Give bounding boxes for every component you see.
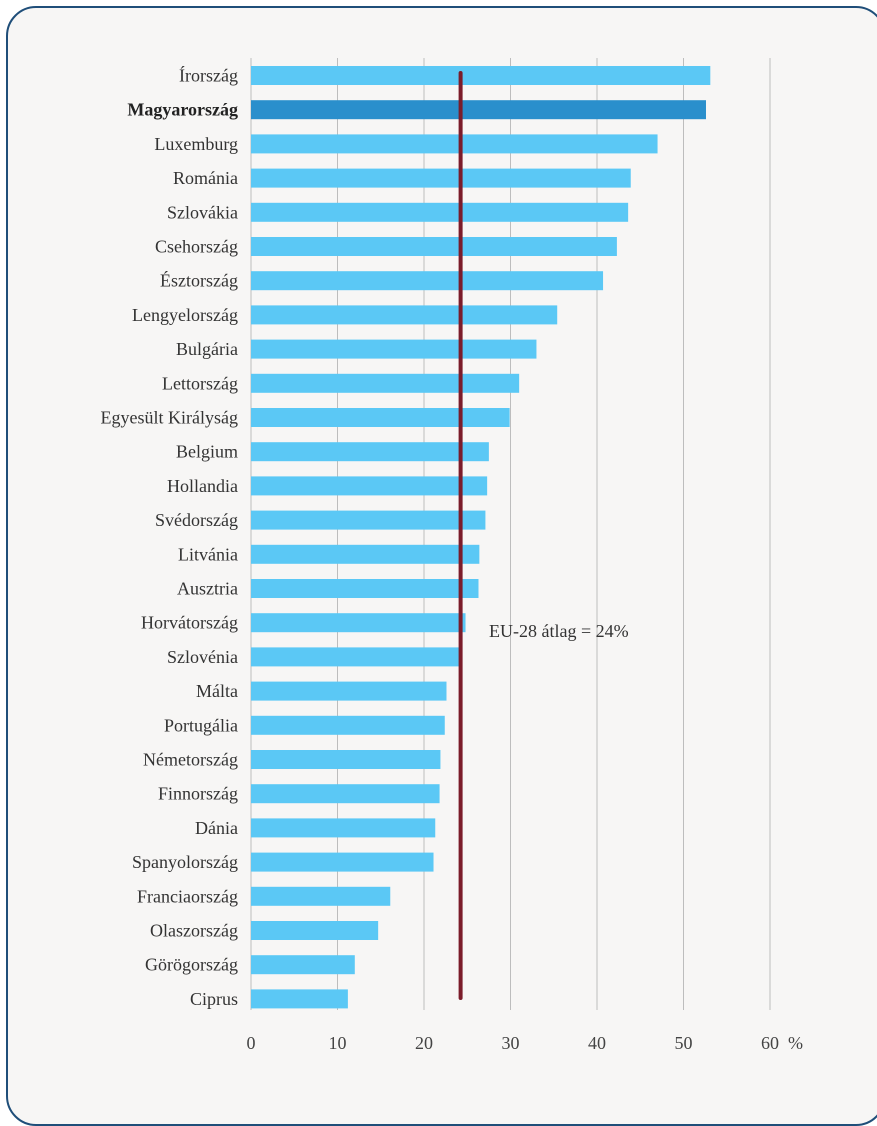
bar	[251, 510, 486, 530]
tick-label: 10	[329, 1033, 347, 1053]
category-label: Horvátország	[141, 613, 238, 633]
bar	[251, 408, 510, 427]
category-label: Ciprus	[190, 989, 238, 1009]
category-label: Bulgária	[176, 339, 238, 359]
tick-label: 20	[415, 1033, 433, 1053]
category-label: Olaszország	[150, 921, 238, 941]
bar	[251, 818, 436, 838]
category-label: Spanyolország	[132, 852, 238, 872]
bar	[251, 66, 711, 85]
category-label: Lettország	[162, 373, 238, 393]
bar	[251, 202, 629, 222]
bar	[251, 921, 379, 940]
category-label: Németország	[143, 750, 238, 770]
average-marker: EU-28 átlag = 24%	[458, 71, 629, 1000]
bars	[251, 66, 711, 1009]
bar	[251, 134, 658, 154]
category-label: Litvánia	[178, 544, 238, 564]
tick-label: 50	[675, 1033, 693, 1053]
bar-chart: Írország Magyarország Luxemburg Románia Szlo…	[101, 58, 804, 1053]
bar	[251, 886, 391, 906]
bar	[251, 647, 460, 667]
category-label: Finnország	[158, 784, 238, 804]
bar	[251, 613, 466, 633]
category-label: Észtország	[160, 270, 238, 291]
bar	[251, 955, 355, 975]
category-label: Luxemburg	[154, 134, 238, 154]
tick-label: 40	[588, 1033, 606, 1053]
category-label: Szlovákia	[167, 202, 238, 222]
category-label: Dánia	[195, 818, 238, 838]
category-label: Magyarország	[127, 100, 238, 120]
bar	[251, 750, 441, 769]
bar	[251, 305, 558, 325]
category-label: Ausztria	[177, 579, 238, 599]
category-label: Málta	[196, 681, 238, 701]
category-label: Csehország	[155, 237, 238, 257]
tick-label: 0	[247, 1033, 256, 1053]
tick-label: 30	[502, 1033, 520, 1053]
category-label: Románia	[173, 168, 238, 188]
bar	[251, 168, 631, 188]
bar	[251, 442, 489, 462]
category-label: Belgium	[176, 442, 238, 462]
average-label: EU-28 átlag = 24%	[489, 621, 629, 641]
bar	[251, 476, 488, 496]
bar	[251, 237, 617, 256]
category-label: Hollandia	[167, 476, 238, 496]
bar	[251, 544, 480, 564]
bar	[251, 715, 445, 735]
bar	[251, 100, 706, 120]
bar	[251, 373, 520, 393]
category-label: Portugália	[164, 715, 238, 735]
bar	[251, 579, 479, 598]
category-labels: Írország Magyarország Luxemburg Románia Szlo…	[101, 65, 238, 1009]
category-label: Lengyelország	[132, 305, 238, 325]
bar	[251, 681, 447, 701]
chart-frame	[6, 6, 877, 1126]
unit-label: %	[788, 1033, 803, 1053]
tick-label: 60	[761, 1033, 779, 1053]
bar	[251, 339, 537, 359]
category-label: Franciaország	[137, 886, 238, 906]
bar	[251, 271, 604, 291]
category-label: Görögország	[145, 955, 238, 975]
bar	[251, 852, 434, 872]
x-axis-ticks: 0 10 20 30 40 50 60%	[247, 1033, 804, 1053]
category-label: Svédország	[155, 510, 238, 530]
bar	[251, 989, 348, 1009]
category-label: Egyesült Királyság	[101, 408, 238, 428]
bar	[251, 784, 440, 804]
category-label: Szlovénia	[167, 647, 238, 667]
category-label: Írország	[179, 65, 238, 86]
